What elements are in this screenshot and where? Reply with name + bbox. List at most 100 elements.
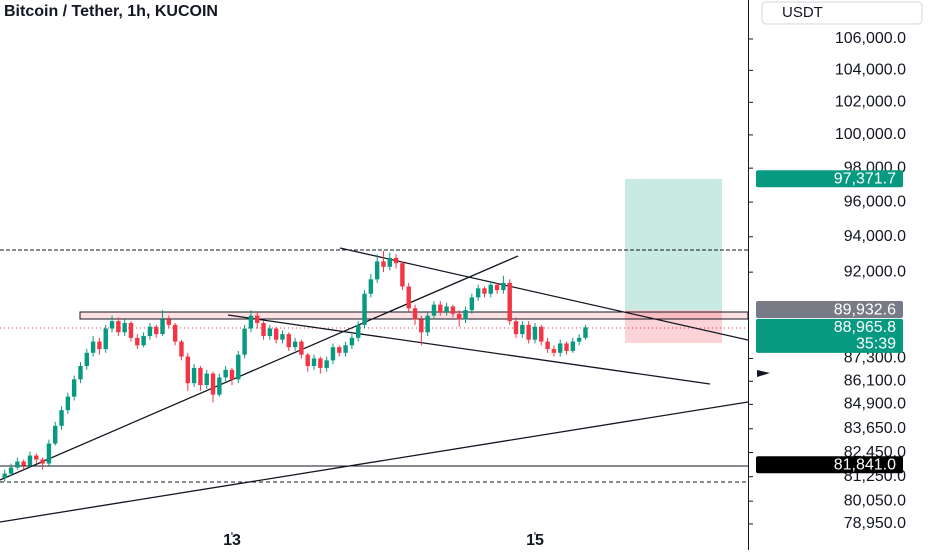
candle-body [545, 341, 550, 350]
candle-body [248, 315, 254, 329]
trend-line [339, 247, 748, 341]
candle-body [280, 334, 285, 340]
candle-body [90, 341, 96, 353]
y-tick-label: 83,650.0 [844, 420, 906, 437]
countdown: 35:39 [856, 336, 896, 353]
candle-body [198, 367, 203, 386]
candle-body [191, 367, 197, 384]
candle-body [381, 261, 386, 267]
candle-body [286, 334, 291, 348]
candle-body [236, 354, 241, 380]
candle-body [406, 286, 411, 309]
candle-body [299, 341, 304, 355]
target-zone [625, 179, 722, 310]
candle-body [393, 257, 399, 264]
candle-body [520, 324, 525, 335]
candle-body [576, 337, 582, 342]
candle-body [267, 328, 273, 336]
y-tick-label: 106,000.0 [835, 30, 906, 47]
candle-body [475, 288, 481, 298]
candle-body [583, 327, 588, 338]
candle-body [122, 323, 127, 333]
candle-body [59, 410, 64, 426]
candle-body [71, 379, 77, 397]
price-badge [756, 170, 903, 188]
price-badge-label: 88,965.8 [834, 319, 896, 336]
candle-body [450, 306, 456, 314]
candle-body [97, 341, 102, 350]
price-badge-label: 81,841.0 [834, 456, 896, 473]
candle-body [356, 324, 361, 338]
candle-body [318, 358, 323, 368]
candle-body [135, 337, 140, 346]
candle-body [532, 326, 538, 340]
candle-body [564, 343, 569, 351]
candle-body [513, 321, 519, 335]
candle-body [444, 306, 449, 312]
y-tick-label: 87,300.0 [844, 350, 906, 367]
candle-body [109, 321, 115, 329]
candle-body [400, 263, 405, 287]
scroll-arrow[interactable] [757, 370, 770, 377]
candle-body [223, 369, 228, 378]
candle-body [488, 284, 493, 294]
candle-body [154, 326, 159, 335]
price-badge-label: 97,371.7 [834, 170, 896, 187]
y-tick-label: 104,000.0 [835, 62, 906, 79]
candle-body [65, 396, 71, 411]
trend-line [227, 314, 711, 385]
price-badge [756, 301, 903, 319]
candle-body [229, 369, 235, 380]
y-tick-label: 100,000.0 [835, 126, 906, 143]
candle-body [438, 304, 443, 312]
currency-button[interactable] [761, 1, 923, 25]
price-badge-label: 89,932.6 [834, 301, 896, 318]
candle-body [21, 461, 26, 466]
candles [2, 250, 588, 482]
candle-body [40, 459, 45, 464]
y-tick-label: 94,000.0 [844, 228, 906, 245]
y-tick-label: 78,950.0 [844, 515, 906, 532]
candle-body [185, 356, 190, 384]
x-tick-label: 15 [526, 532, 544, 549]
candle-body [292, 341, 298, 348]
currency-label: USDT [782, 4, 823, 21]
candle-body [34, 455, 39, 460]
candle-body [469, 297, 475, 311]
candle-body [412, 308, 418, 320]
candle-body [330, 347, 336, 361]
candle-body [368, 279, 374, 294]
candle-body [558, 343, 563, 353]
candle-body [343, 345, 348, 353]
candle-body [349, 337, 355, 346]
candle-body [141, 335, 146, 346]
candle-body [305, 354, 310, 367]
candle-body [179, 341, 184, 357]
y-tick-label: 86,100.0 [844, 372, 906, 389]
candle-body [53, 425, 58, 444]
candle-body [457, 313, 462, 320]
candle-body [15, 461, 20, 468]
candle-body [387, 257, 392, 267]
axis-labels: 106,000.0104,000.0102,000.0100,000.098,0… [748, 30, 906, 532]
candle-body [210, 373, 216, 395]
candle-body [526, 324, 531, 340]
candle-body [255, 315, 260, 324]
y-tick-label: 84,900.0 [844, 396, 906, 413]
candle-body [431, 304, 437, 316]
price-badge [756, 456, 903, 474]
candle-body [337, 347, 342, 353]
trend-line [0, 401, 748, 523]
candle-body [27, 455, 33, 466]
candle-body [324, 360, 329, 368]
candle-body [204, 373, 209, 386]
candle-body [425, 315, 430, 333]
x-tick-label: 13 [223, 532, 241, 549]
candle-body [463, 310, 468, 320]
candle-body [103, 328, 108, 350]
candle-body [46, 443, 52, 464]
candle-body [116, 321, 121, 333]
candle-body [128, 323, 134, 338]
candle-body [242, 328, 247, 355]
y-tick-label: 92,000.0 [844, 263, 906, 280]
